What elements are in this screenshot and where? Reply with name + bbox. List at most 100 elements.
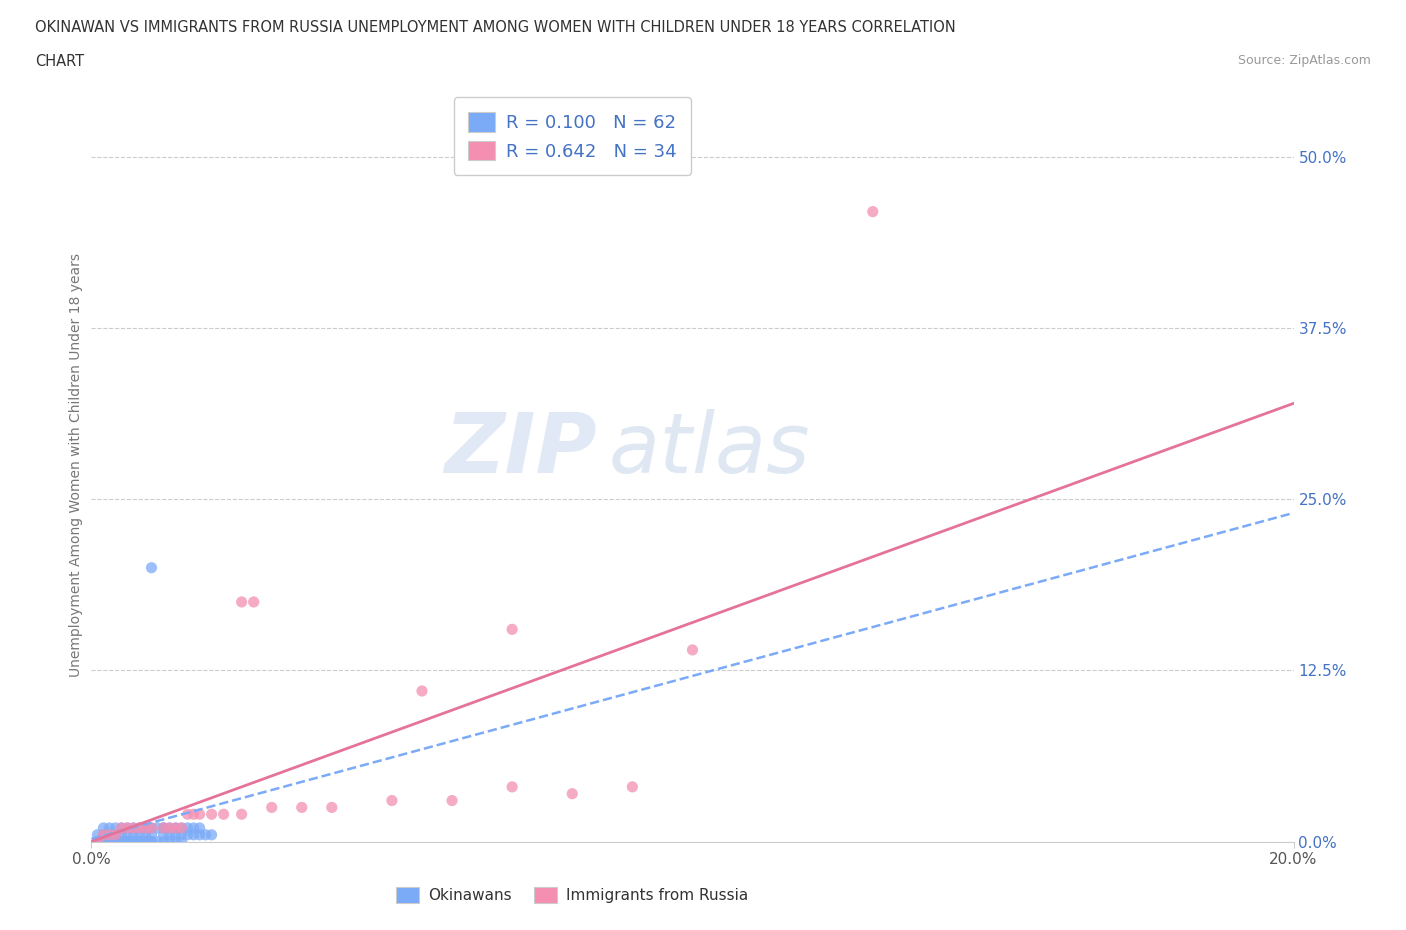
Point — [152, 820, 174, 835]
Point — [170, 820, 193, 835]
Point — [152, 820, 174, 835]
Point — [122, 834, 145, 849]
Point — [93, 820, 115, 835]
Point — [260, 800, 283, 815]
Y-axis label: Unemployment Among Women with Children Under 18 years: Unemployment Among Women with Children U… — [69, 253, 83, 677]
Text: ZIP: ZIP — [444, 409, 596, 490]
Point — [501, 622, 523, 637]
Point — [183, 828, 205, 843]
Text: Source: ZipAtlas.com: Source: ZipAtlas.com — [1237, 54, 1371, 67]
Point — [128, 834, 150, 849]
Point — [176, 820, 198, 835]
Point — [201, 807, 224, 822]
Point — [93, 828, 115, 843]
Point — [170, 828, 193, 843]
Point — [117, 820, 139, 835]
Point — [117, 834, 139, 849]
Point — [621, 779, 644, 794]
Legend: Okinawans, Immigrants from Russia: Okinawans, Immigrants from Russia — [389, 881, 755, 910]
Point — [110, 828, 132, 843]
Point — [141, 828, 163, 843]
Text: OKINAWAN VS IMMIGRANTS FROM RUSSIA UNEMPLOYMENT AMONG WOMEN WITH CHILDREN UNDER : OKINAWAN VS IMMIGRANTS FROM RUSSIA UNEMP… — [35, 20, 956, 35]
Point — [122, 828, 145, 843]
Point — [188, 807, 211, 822]
Point — [98, 828, 121, 843]
Point — [98, 828, 121, 843]
Point — [176, 807, 198, 822]
Point — [146, 834, 169, 849]
Point — [291, 800, 314, 815]
Point — [117, 820, 139, 835]
Point — [165, 834, 187, 849]
Point — [134, 820, 156, 835]
Point — [128, 834, 150, 849]
Point — [128, 820, 150, 835]
Point — [104, 834, 127, 849]
Point — [86, 834, 108, 849]
Point — [93, 834, 115, 849]
Point — [159, 834, 181, 849]
Point — [141, 820, 163, 835]
Point — [411, 684, 433, 698]
Point — [146, 820, 169, 835]
Point — [165, 828, 187, 843]
Point — [128, 828, 150, 843]
Point — [141, 560, 163, 575]
Text: atlas: atlas — [609, 409, 810, 490]
Point — [188, 820, 211, 835]
Point — [159, 820, 181, 835]
Point — [128, 820, 150, 835]
Text: CHART: CHART — [35, 54, 84, 69]
Point — [170, 834, 193, 849]
Point — [231, 807, 253, 822]
Point — [104, 820, 127, 835]
Point — [86, 828, 108, 843]
Point — [183, 820, 205, 835]
Point — [110, 820, 132, 835]
Point — [122, 834, 145, 849]
Point — [122, 820, 145, 835]
Point — [194, 828, 217, 843]
Point — [93, 834, 115, 849]
Point — [93, 828, 115, 843]
Point — [501, 779, 523, 794]
Point — [98, 820, 121, 835]
Point — [440, 793, 463, 808]
Point — [188, 828, 211, 843]
Point — [862, 205, 884, 219]
Point — [117, 828, 139, 843]
Point — [117, 834, 139, 849]
Point — [134, 834, 156, 849]
Point — [231, 594, 253, 609]
Point — [122, 820, 145, 835]
Point — [165, 820, 187, 835]
Point — [321, 800, 343, 815]
Point — [98, 834, 121, 849]
Point — [141, 834, 163, 849]
Point — [165, 820, 187, 835]
Point — [110, 834, 132, 849]
Point — [104, 834, 127, 849]
Point — [561, 786, 583, 801]
Point — [681, 643, 703, 658]
Point — [176, 828, 198, 843]
Point — [86, 834, 108, 849]
Point — [134, 828, 156, 843]
Point — [152, 820, 174, 835]
Point — [242, 594, 264, 609]
Point — [170, 820, 193, 835]
Point — [201, 828, 224, 843]
Point — [104, 828, 127, 843]
Point — [159, 828, 181, 843]
Point — [141, 820, 163, 835]
Point — [152, 828, 174, 843]
Point — [212, 807, 235, 822]
Point — [134, 834, 156, 849]
Point — [183, 807, 205, 822]
Point — [141, 834, 163, 849]
Point — [110, 834, 132, 849]
Point — [381, 793, 404, 808]
Point — [134, 820, 156, 835]
Point — [110, 820, 132, 835]
Point — [98, 834, 121, 849]
